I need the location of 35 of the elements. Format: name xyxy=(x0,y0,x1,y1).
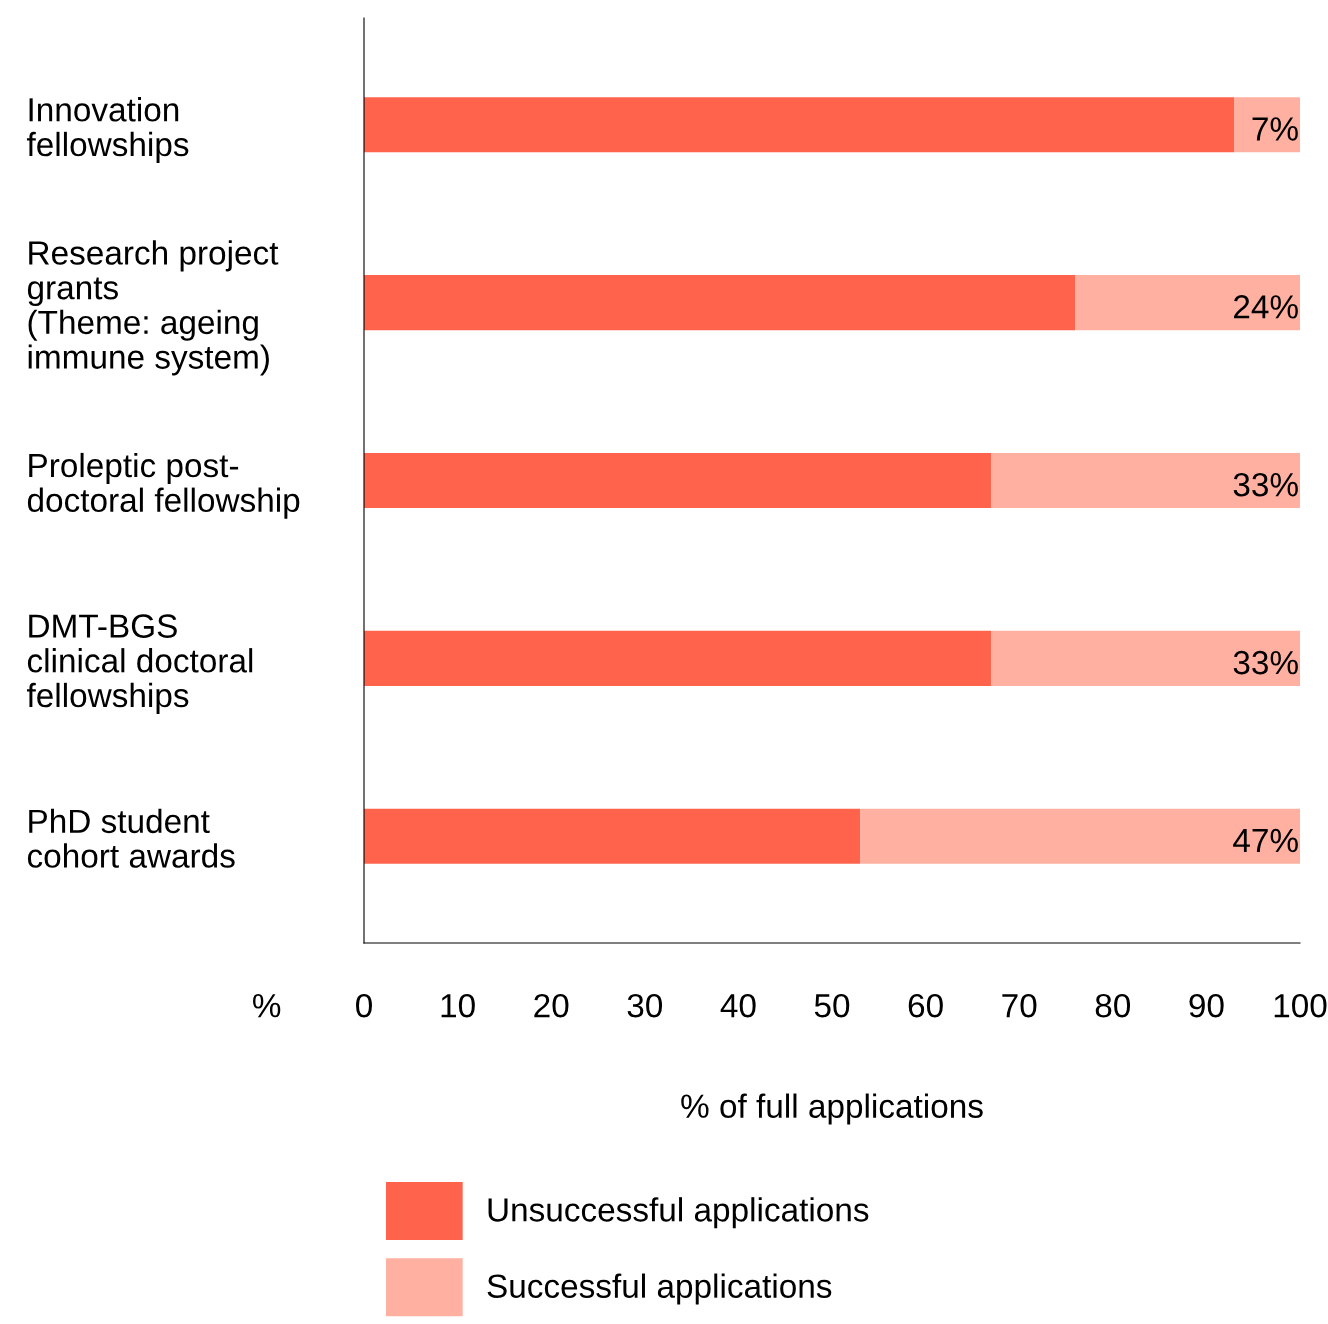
bar xyxy=(364,275,1076,331)
y-tick-label: PhD student cohort awards xyxy=(27,808,235,868)
bar xyxy=(991,452,1300,509)
x-tick-label: 40 xyxy=(720,993,756,1018)
x-tick-label: 70 xyxy=(1002,993,1037,1018)
bar xyxy=(364,630,992,686)
data-label: 33% xyxy=(1233,472,1298,497)
x-tick-label: 60 xyxy=(908,993,943,1018)
x-tick-label: 90 xyxy=(1189,993,1224,1018)
data-label: 24% xyxy=(1234,295,1298,319)
x-tick-label: 50 xyxy=(814,993,850,1018)
data-label: 47% xyxy=(1233,828,1298,853)
legend-label: Unsuccessful applications xyxy=(488,1197,869,1229)
y-tick-label: Innovation fellowships xyxy=(26,97,189,163)
x-tick-label: 0 xyxy=(356,993,372,1018)
x-tick-label: 20 xyxy=(534,993,569,1018)
y-tick-label: DMT-BGS clinical doctoral fellowships xyxy=(26,614,253,714)
data-label: 33% xyxy=(1233,650,1298,675)
data-label: 7% xyxy=(1252,117,1298,141)
text: % xyxy=(253,994,281,1018)
x-tick-label: 100 xyxy=(1274,993,1327,1018)
legend-label: Successful applications xyxy=(487,1273,832,1305)
bar xyxy=(1075,275,1300,331)
x-axis-title: % of full applications xyxy=(681,1093,983,1125)
bar xyxy=(364,97,1235,153)
bar xyxy=(1234,97,1300,153)
x-tick-label: 10 xyxy=(441,993,475,1018)
y-tick-label: Proleptic post- doctoral fellowship xyxy=(27,452,300,519)
bar xyxy=(364,808,861,864)
bar xyxy=(364,452,992,509)
bar xyxy=(991,630,1300,686)
x-tick-label: 80 xyxy=(1095,993,1131,1018)
bar xyxy=(860,808,1300,864)
y-tick-label: Research project grants (Theme: ageing immune system) xyxy=(27,240,279,376)
x-tick-label: 30 xyxy=(627,993,663,1018)
